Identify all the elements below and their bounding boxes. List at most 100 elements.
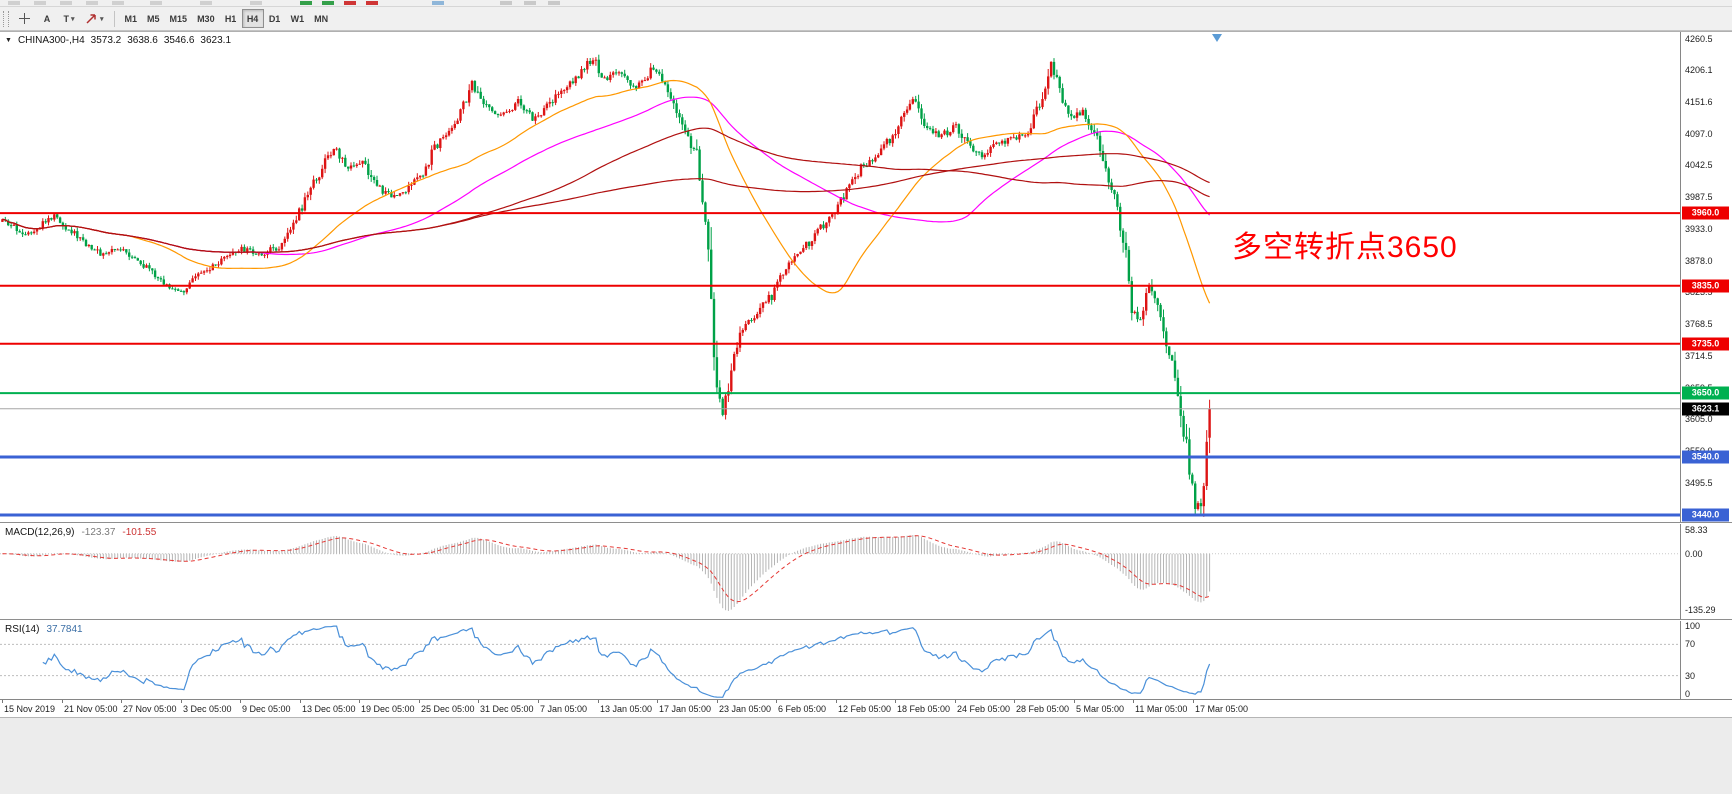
cropped-toolbar-icon [500,1,512,5]
time-tick [538,700,539,703]
timeframe-button-m30[interactable]: M30 [197,13,215,24]
macd-pane[interactable]: MACD(12,26,9) -123.37 -101.55 58.33 0.00 -… [0,524,1732,619]
chart-shift-marker-icon [1212,34,1222,42]
chart-window: ▼ CHINA300-,H4 3573.2 3638.6 3546.6 3623… [0,31,1732,717]
annotation-text[interactable]: 多空转折点3650 [1232,231,1458,264]
symbol-period-label: CHINA300-,H4 [17,35,85,46]
cropped-toolbar-icon [524,1,536,5]
ma-45-line [2,79,1211,304]
price-axis-label: 4260.5 [1685,33,1713,44]
time-tick [181,700,182,703]
time-axis-label: 12 Feb 05:00 [838,704,892,714]
rsi-line [42,625,1211,698]
pane-separator[interactable] [0,522,1732,524]
chart-header: ▼ CHINA300-,H4 3573.2 3638.6 3546.6 3623… [5,35,231,46]
timeframe-button-d1[interactable]: D1 [268,13,281,24]
price-axis-label: 4206.1 [1685,65,1713,76]
price-canvas [0,54,1680,517]
text-tool-button[interactable]: T ▾ [58,9,80,28]
time-axis-label: 25 Dec 05:00 [421,704,475,714]
time-axis-label: 21 Nov 05:00 [64,704,118,714]
price-level-tag[interactable]: 3835.0 [1682,279,1729,293]
arrow-label-tool-button[interactable]: A [36,9,58,28]
price-axis-label: 4151.6 [1685,96,1713,107]
cropped-toolbar-icon [548,1,560,5]
price-axis-label: 4097.0 [1685,128,1713,139]
price-level-tag[interactable]: 3735.0 [1682,337,1729,351]
chart-menu-icon[interactable]: ▼ [5,37,12,44]
time-tick [62,700,63,703]
macd-name: MACD(12,26,9) [5,527,75,538]
rsi-plot[interactable] [0,621,1680,699]
time-axis-label: 5 Mar 05:00 [1076,704,1125,714]
time-axis-label: 15 Nov 2019 [4,704,56,714]
cropped-toolbar-icon [112,1,124,5]
crosshair-icon [19,13,30,24]
toolbar-drag-handle[interactable] [3,10,9,27]
cropped-toolbar-icon [250,1,262,5]
time-tick [598,700,599,703]
time-axis-label: 24 Feb 05:00 [957,704,1011,714]
time-tick [121,700,122,703]
timeframe-button-h4[interactable]: H4 [241,9,264,28]
cropped-toolbar-icon [344,1,356,5]
rsi-axis[interactable]: 100 70 30 0 [1680,621,1732,699]
price-axis-label: 3714.5 [1685,350,1713,361]
time-tick [359,700,360,703]
timeframe-button-m5[interactable]: M5 [147,13,160,24]
cropped-toolbar-icon [8,1,20,5]
rsi-pane[interactable]: RSI(14) 37.7841 100 70 30 0 [0,621,1732,699]
time-axis-label: 9 Dec 05:00 [242,704,291,714]
timeframe-button-mn[interactable]: MN [314,13,329,24]
cropped-toolbar-icon [322,1,334,5]
macd-axis-label: 0.00 [1685,548,1703,559]
toolbar-separator [113,10,115,27]
macd-axis-label: -135.29 [1685,604,1716,615]
time-tick [895,700,896,703]
macd-signal-line [2,535,1210,603]
time-tick [478,700,479,703]
time-tick [240,700,241,703]
pane-separator[interactable] [0,619,1732,621]
arrow-objects-tool-button[interactable]: ▾ [80,9,109,28]
time-axis-label: 3 Dec 05:00 [183,704,232,714]
price-axis[interactable]: 4260.5 4206.1 4151.6 4097.0 4042.5 3987.5 3933… [1680,32,1732,522]
cropped-toolbar-icon [366,1,378,5]
cropped-toolbar-icon [60,1,72,5]
rsi-axis-label: 100 [1685,621,1701,631]
rsi-name: RSI(14) [5,624,40,635]
price-plot[interactable] [0,32,1680,522]
price-level-tag[interactable]: 3650.0 [1682,386,1729,400]
rsi-canvas [0,625,1680,698]
crosshair-tool-button[interactable] [13,9,36,28]
time-tick [419,700,420,703]
timeframe-button-m1[interactable]: M1 [124,13,138,24]
cropped-toolbar-icon [34,1,46,5]
price-axis-label: 3878.0 [1685,255,1713,266]
price-pane[interactable]: ▼ CHINA300-,H4 3573.2 3638.6 3546.6 3623… [0,32,1732,522]
ohlc-close: 3623.1 [200,35,232,46]
timeframe-button-w1[interactable]: W1 [290,13,305,24]
macd-plot[interactable] [0,524,1680,619]
ma-89-line [2,96,1211,256]
dropdown-caret-icon: ▾ [70,15,75,23]
price-axis-label: 3605.0 [1685,414,1713,425]
ma-250-line [2,153,1210,253]
ohlc-low: 3546.6 [163,35,195,46]
arrow-icon [86,14,96,24]
time-tick [836,700,837,703]
timeframe-button-m15[interactable]: M15 [169,13,188,24]
macd-axis[interactable]: 58.33 0.00 -135.29 [1680,524,1732,619]
time-tick [657,700,658,703]
time-tick [776,700,777,703]
price-level-tag[interactable]: 3960.0 [1682,206,1729,220]
price-level-tag[interactable]: 3540.0 [1682,450,1729,464]
time-tick [1193,700,1194,703]
time-axis[interactable]: 15 Nov 2019 21 Nov 05:00 27 Nov 05:00 3 Dec… [0,699,1732,717]
price-axis-label: 3933.0 [1685,223,1713,234]
time-axis-label: 31 Dec 05:00 [480,704,534,714]
timeframe-button-h1[interactable]: H1 [224,13,237,24]
time-axis-label: 23 Jan 05:00 [719,704,772,714]
price-level-tag[interactable]: 3440.0 [1682,508,1729,522]
